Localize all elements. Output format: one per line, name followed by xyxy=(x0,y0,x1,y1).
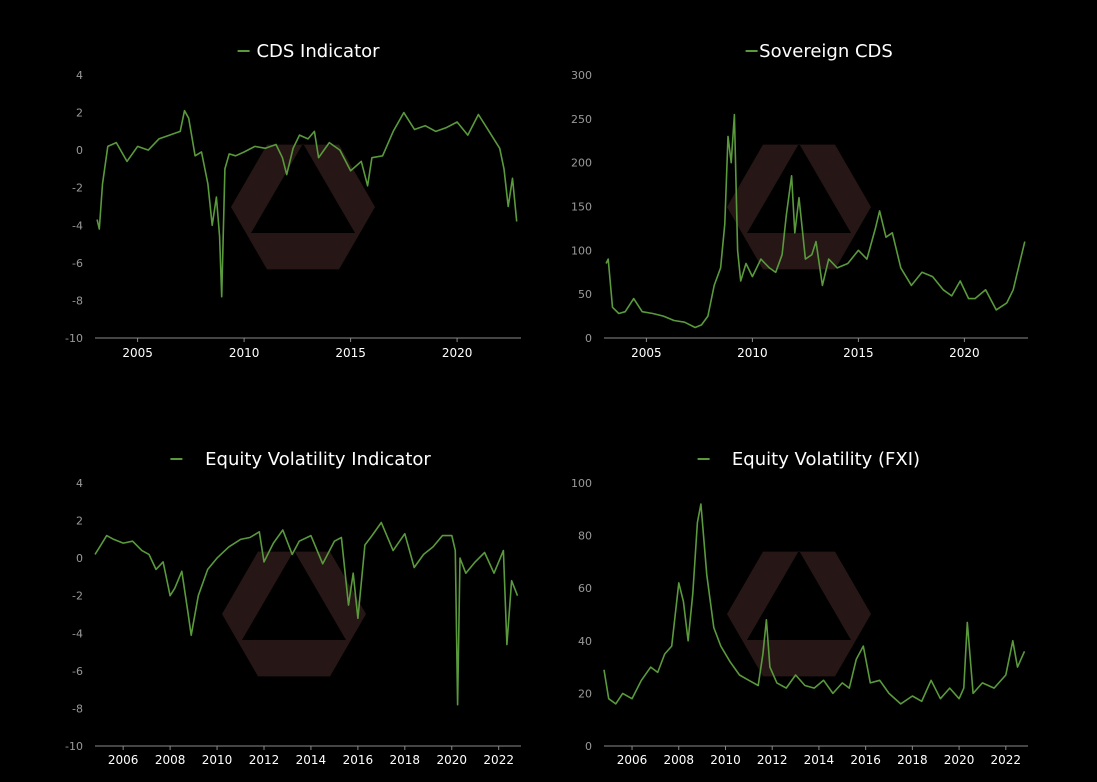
x-tick-label: 2014 xyxy=(804,753,835,767)
series-line xyxy=(96,109,518,298)
chart-panel-4: Equity Volatility (FXI) 100 80 60 40 20 0 2006 2… xyxy=(571,449,1028,767)
y-tick-label: -8 xyxy=(72,702,83,715)
x-tick-label: 2020 xyxy=(949,346,980,360)
y-tick-label: 4 xyxy=(76,477,83,490)
x-tick-label: 2018 xyxy=(897,753,928,767)
y-tick-label: -8 xyxy=(72,294,83,307)
x-tick-label: 2008 xyxy=(155,753,186,767)
y-tick-label: -4 xyxy=(72,219,83,232)
chart-title: Sovereign CDS xyxy=(759,41,893,62)
series-line xyxy=(94,521,519,706)
y-tick-label: 20 xyxy=(578,687,592,700)
y-tick-label: 250 xyxy=(571,113,592,126)
x-tick-label: 2012 xyxy=(757,753,788,767)
y-tick-label: 0 xyxy=(585,332,592,345)
y-tick-label: 0 xyxy=(76,552,83,565)
x-tick-label: 2010 xyxy=(202,753,233,767)
x-tick-label: 2018 xyxy=(390,753,421,767)
y-tick-label: 80 xyxy=(578,530,592,543)
y-tick-label: 60 xyxy=(578,582,592,595)
x-tick-label: 2012 xyxy=(249,753,280,767)
x-tick-label: 2010 xyxy=(737,346,768,360)
chart-panel-2: Sovereign CDS 300 250 200 150 100 50 0 2005 2010 2… xyxy=(571,41,1028,360)
chart-title: Equity Volatility Indicator xyxy=(205,449,431,470)
y-tick-label: 300 xyxy=(571,69,592,82)
watermark-logo xyxy=(231,143,375,270)
y-tick-label: 200 xyxy=(571,157,592,170)
chart-title: CDS Indicator xyxy=(256,41,380,62)
x-tick-label: 2014 xyxy=(296,753,327,767)
y-tick-label: 2 xyxy=(76,515,83,528)
x-tick-label: 2005 xyxy=(122,346,153,360)
x-tick-label: 2008 xyxy=(663,753,694,767)
chart-title: Equity Volatility (FXI) xyxy=(732,449,920,470)
x-tick-label: 2015 xyxy=(843,346,874,360)
y-tick-label: 0 xyxy=(585,740,592,753)
y-tick-label: 0 xyxy=(76,144,83,157)
y-tick-label: 4 xyxy=(76,69,83,82)
y-tick-label: 50 xyxy=(578,288,592,301)
y-tick-label: 150 xyxy=(571,201,592,214)
y-tick-label: -10 xyxy=(65,740,83,753)
watermark-logo xyxy=(222,550,366,677)
watermark-logo xyxy=(727,143,871,270)
series-line xyxy=(605,113,1026,329)
y-tick-label: -6 xyxy=(72,257,83,270)
y-tick-label: -2 xyxy=(72,590,83,603)
x-tick-label: 2010 xyxy=(229,346,260,360)
x-tick-label: 2016 xyxy=(343,753,374,767)
x-tick-label: 2006 xyxy=(617,753,648,767)
x-tick-label: 2020 xyxy=(442,346,473,360)
series-line xyxy=(603,503,1026,705)
y-tick-label: 100 xyxy=(571,244,592,257)
y-tick-label: 2 xyxy=(76,107,83,120)
watermark-logo xyxy=(727,550,871,677)
x-tick-label: 2010 xyxy=(710,753,741,767)
y-tick-label: -4 xyxy=(72,627,83,640)
x-tick-label: 2016 xyxy=(850,753,881,767)
x-tick-label: 2022 xyxy=(483,753,514,767)
x-tick-label: 2005 xyxy=(631,346,662,360)
chart-panel-1: CDS Indicator 4 2 0 -2 -4 -6 -8 -10 2005 2010 2015 2… xyxy=(65,41,521,360)
x-tick-label: 2020 xyxy=(436,753,467,767)
x-tick-label: 2022 xyxy=(991,753,1022,767)
y-tick-label: -10 xyxy=(65,332,83,345)
x-tick-label: 2015 xyxy=(335,346,366,360)
x-tick-label: 2006 xyxy=(108,753,139,767)
chart-panel-3: Equity Volatility Indicator 4 2 0 -2 -4 -6 -8 -1… xyxy=(65,449,521,767)
y-tick-label: -2 xyxy=(72,182,83,195)
y-tick-label: -6 xyxy=(72,665,83,678)
y-tick-label: 40 xyxy=(578,635,592,648)
x-tick-label: 2020 xyxy=(944,753,975,767)
y-tick-label: 100 xyxy=(571,477,592,490)
